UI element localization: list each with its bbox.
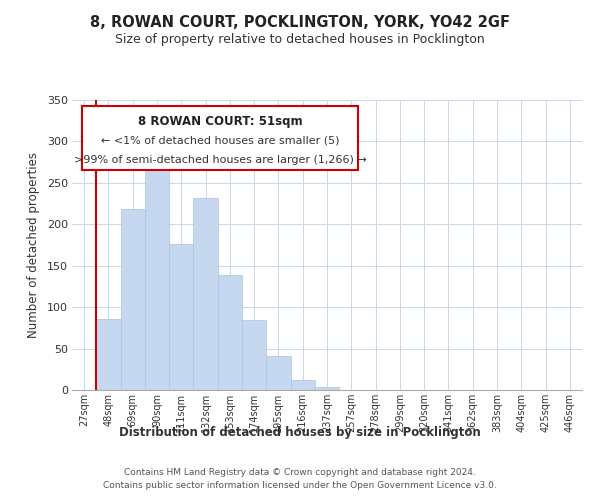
Text: Distribution of detached houses by size in Pocklington: Distribution of detached houses by size … <box>119 426 481 439</box>
Bar <box>266 356 290 390</box>
Bar <box>96 318 121 390</box>
Bar <box>242 320 266 390</box>
Text: ← <1% of detached houses are smaller (5): ← <1% of detached houses are smaller (5) <box>101 136 339 146</box>
Bar <box>169 244 193 390</box>
Bar <box>218 275 242 390</box>
Text: Size of property relative to detached houses in Pocklington: Size of property relative to detached ho… <box>115 32 485 46</box>
Y-axis label: Number of detached properties: Number of detached properties <box>27 152 40 338</box>
Text: 8 ROWAN COURT: 51sqm: 8 ROWAN COURT: 51sqm <box>137 116 302 128</box>
Bar <box>315 386 339 390</box>
Text: 8, ROWAN COURT, POCKLINGTON, YORK, YO42 2GF: 8, ROWAN COURT, POCKLINGTON, YORK, YO42 … <box>90 15 510 30</box>
Bar <box>193 198 218 390</box>
Text: >99% of semi-detached houses are larger (1,266) →: >99% of semi-detached houses are larger … <box>74 155 366 165</box>
Text: Contains public sector information licensed under the Open Government Licence v3: Contains public sector information licen… <box>103 482 497 490</box>
Bar <box>145 157 169 390</box>
Bar <box>121 208 145 390</box>
Bar <box>290 380 315 390</box>
FancyBboxPatch shape <box>82 106 358 170</box>
Text: Contains HM Land Registry data © Crown copyright and database right 2024.: Contains HM Land Registry data © Crown c… <box>124 468 476 477</box>
